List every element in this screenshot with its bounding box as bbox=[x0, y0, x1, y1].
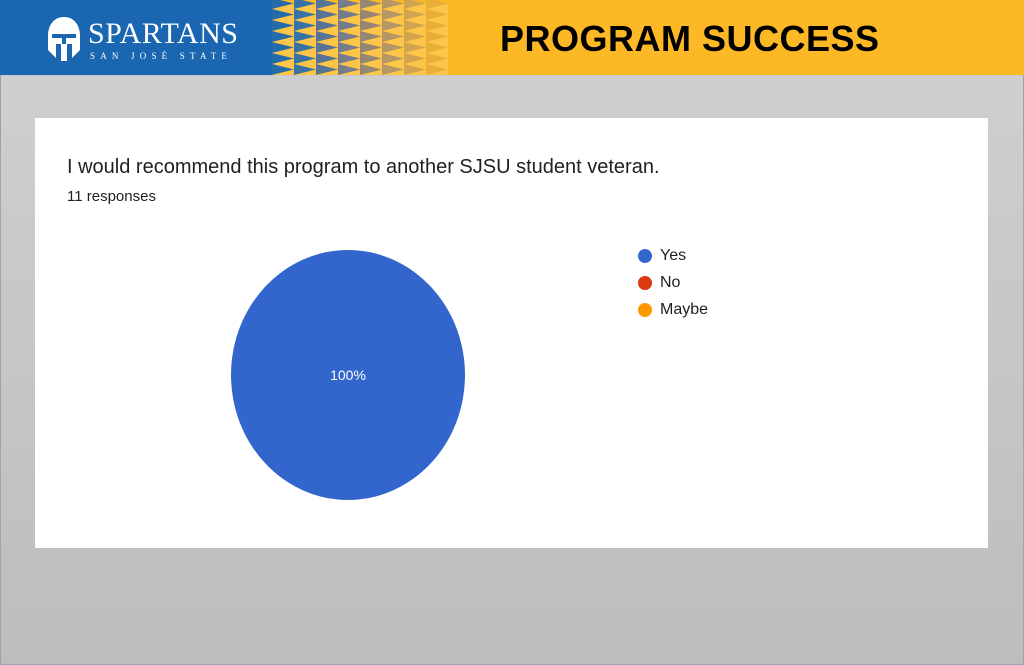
legend-label: Yes bbox=[660, 247, 687, 264]
spartan-helmet-icon bbox=[48, 17, 80, 61]
spartans-logo: SPARTANS SAN JOSÉ STATE bbox=[44, 14, 244, 68]
legend-swatch bbox=[638, 303, 652, 317]
legend-label: No bbox=[660, 274, 681, 291]
decorative-triangle-pattern bbox=[272, 0, 472, 75]
response-count: 11 responses bbox=[67, 188, 156, 205]
chart-title: I would recommend this program to anothe… bbox=[67, 156, 660, 178]
brand-banner: SPARTANS SAN JOSÉ STATE bbox=[0, 0, 272, 75]
legend-item-yes[interactable]: Yes bbox=[638, 247, 758, 275]
form-response-card: I would recommend this program to anothe… bbox=[35, 118, 988, 548]
logo-wordmark: SPARTANS bbox=[88, 17, 239, 50]
legend-swatch bbox=[638, 249, 652, 263]
slide-header: SPARTANS SAN JOSÉ STATE PROGRAM SUCCESS bbox=[0, 0, 1024, 75]
legend-label: Maybe bbox=[660, 301, 709, 318]
chart-legend: Yes No Maybe bbox=[638, 247, 758, 329]
logo-subtitle: SAN JOSÉ STATE bbox=[90, 51, 233, 61]
legend-item-no[interactable]: No bbox=[638, 274, 758, 302]
slide-title: PROGRAM SUCCESS bbox=[500, 18, 880, 59]
legend-swatch bbox=[638, 276, 652, 290]
legend-item-maybe[interactable]: Maybe bbox=[638, 301, 758, 329]
pie-slice-label: 100% bbox=[330, 367, 366, 383]
pie-chart: 100% bbox=[231, 250, 465, 500]
pie-slice-yes[interactable] bbox=[231, 250, 465, 500]
